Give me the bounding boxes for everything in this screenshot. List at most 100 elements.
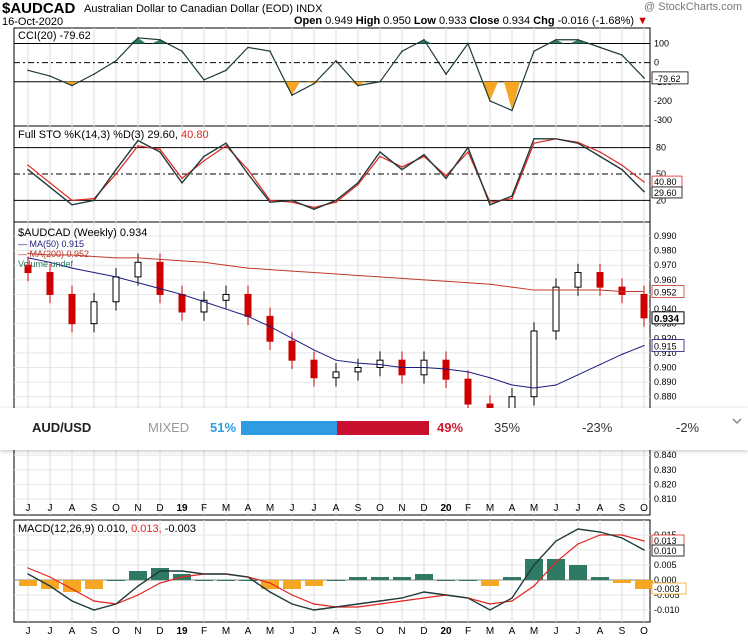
macd-tick-label: 0.000 bbox=[654, 575, 677, 585]
macd-signal-point bbox=[445, 594, 447, 596]
ma50-point bbox=[489, 377, 491, 379]
macd-value: 0.010, bbox=[97, 523, 131, 535]
sto-d-point bbox=[71, 199, 73, 202]
cci-point bbox=[27, 69, 29, 72]
x-tick-label-bottom: F bbox=[201, 626, 207, 637]
sto-d-box-label: 40.80 bbox=[654, 177, 677, 187]
ma200-point bbox=[577, 289, 579, 291]
ma200-legend: — MA(200) 0.952 bbox=[18, 249, 89, 259]
sto-k-point bbox=[379, 151, 381, 153]
macd-signal-box-label: 0.013 bbox=[654, 536, 677, 546]
sto-k-point bbox=[621, 168, 623, 171]
price-candle bbox=[266, 315, 274, 342]
sto-d-point bbox=[49, 182, 51, 184]
x-tick-label-bottom: N bbox=[134, 626, 141, 637]
macd-point bbox=[423, 591, 425, 593]
exchange-tag: INDX bbox=[296, 3, 323, 15]
ma200-point bbox=[357, 274, 359, 277]
price-candle bbox=[244, 293, 252, 317]
sto-k-point bbox=[27, 168, 29, 171]
x-tick-label-bottom: J bbox=[48, 626, 53, 637]
ma50-point bbox=[115, 276, 117, 278]
cci-point bbox=[93, 73, 95, 75]
price-candle bbox=[332, 371, 340, 379]
cci-point bbox=[489, 100, 491, 102]
cci-point bbox=[313, 82, 315, 85]
x-tick-label-bottom: 19 bbox=[176, 626, 188, 637]
macd-point bbox=[577, 528, 579, 530]
x-tick-label-top: O bbox=[376, 503, 384, 514]
macd-signal-point bbox=[621, 534, 623, 536]
macd-hist-bar bbox=[591, 577, 609, 580]
x-tick-label-bottom: M bbox=[486, 626, 494, 637]
ma50-point bbox=[511, 384, 513, 386]
ma50-point bbox=[401, 366, 403, 369]
macd-signal-point bbox=[49, 576, 51, 578]
macd-signal-point bbox=[269, 582, 271, 584]
x-tick-label-top: F bbox=[465, 503, 471, 514]
cci-point bbox=[467, 42, 469, 45]
sto-d-point bbox=[445, 174, 447, 177]
quote-date: 16-Oct-2020 bbox=[2, 16, 64, 28]
ma200-point bbox=[313, 271, 315, 274]
sto-k-point bbox=[225, 142, 227, 144]
price-tick-label: 0.840 bbox=[654, 450, 677, 460]
ma50-point bbox=[137, 282, 139, 284]
ma50-point bbox=[181, 293, 183, 296]
macd-signal-point bbox=[423, 597, 425, 599]
ma200-last-box bbox=[651, 285, 685, 298]
ma200-point bbox=[93, 255, 95, 258]
price-candle bbox=[640, 293, 648, 319]
ma50-point bbox=[313, 349, 315, 351]
sentiment-change-3: -2% bbox=[676, 420, 700, 435]
ma200-point bbox=[423, 279, 425, 281]
cci-point bbox=[555, 38, 557, 41]
sto-d-point bbox=[335, 201, 337, 203]
x-tick-label-top: A bbox=[597, 503, 604, 514]
macd-hist-bar bbox=[525, 559, 543, 580]
sto-d-point bbox=[401, 166, 403, 168]
macd-signal-point bbox=[71, 588, 73, 590]
price-candle bbox=[310, 359, 318, 379]
sto-d-point bbox=[115, 173, 117, 175]
ma200-point bbox=[49, 254, 51, 256]
macd-hist-bar bbox=[239, 580, 257, 581]
chevron-down-icon[interactable] bbox=[732, 416, 742, 426]
cci-point bbox=[49, 75, 51, 77]
macd-hist-bar bbox=[349, 577, 367, 580]
cci-point bbox=[203, 79, 205, 81]
macd-hist-box-label: -0.003 bbox=[654, 584, 680, 594]
sto-k-point bbox=[533, 138, 535, 140]
price-tick-label: 0.970 bbox=[654, 260, 677, 270]
x-tick-label-bottom: S bbox=[355, 626, 362, 637]
cci-tick-label: 100 bbox=[654, 39, 669, 49]
macd-signal-point bbox=[533, 585, 535, 587]
ma200-point bbox=[467, 282, 469, 284]
macd-hist-bar bbox=[393, 577, 411, 580]
macd-hist-bar bbox=[85, 580, 103, 589]
price-candle bbox=[200, 299, 208, 313]
ma50-point bbox=[555, 384, 557, 386]
sto-d-point bbox=[313, 206, 315, 209]
ma200-point bbox=[269, 269, 271, 271]
ma50-point bbox=[269, 325, 271, 328]
ma200-point bbox=[379, 276, 381, 278]
ma50-point bbox=[203, 301, 205, 303]
price-candle bbox=[530, 330, 538, 398]
sto-d-point bbox=[137, 145, 139, 147]
x-tick-label-top: S bbox=[619, 503, 626, 514]
price-tick-label: 0.980 bbox=[654, 246, 677, 256]
sto-k-box bbox=[651, 186, 683, 199]
macd-signal-point bbox=[577, 543, 579, 545]
sentiment-short-percent: 49% bbox=[437, 420, 464, 435]
x-tick-label-top: A bbox=[245, 503, 252, 514]
macd-tick-label: -0.010 bbox=[654, 605, 680, 615]
price-candle bbox=[574, 272, 582, 288]
symbol-title: $AUDCAD bbox=[2, 0, 76, 17]
macd-signal-point bbox=[203, 573, 205, 575]
price-candle bbox=[156, 261, 164, 295]
macd-hist-bar bbox=[459, 580, 477, 581]
sentiment-bar[interactable]: AUD/USD MIXED 51% 49% 35% -23% -2% bbox=[0, 408, 748, 450]
